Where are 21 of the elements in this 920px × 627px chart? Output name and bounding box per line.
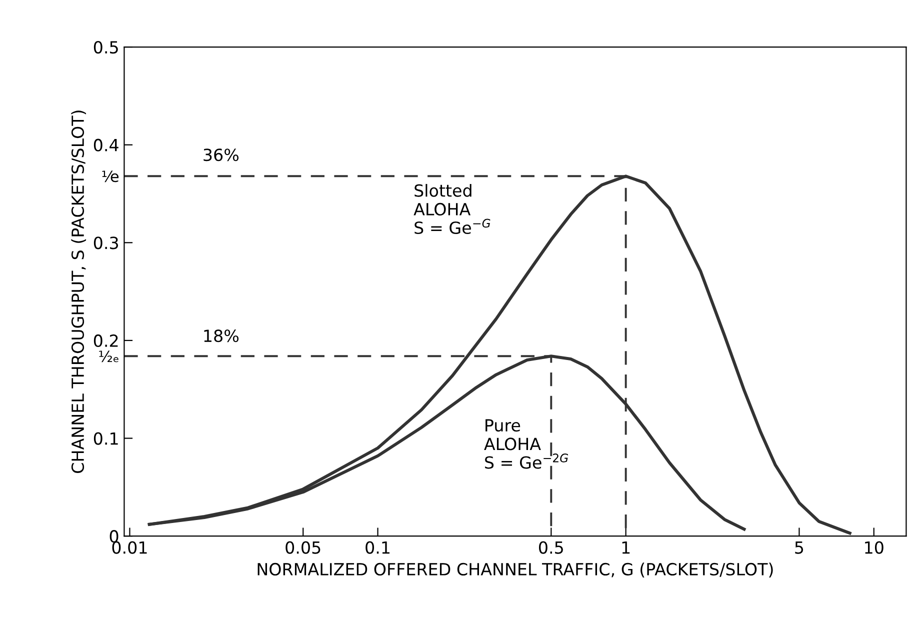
x-tick-label: 5	[795, 541, 804, 554]
y-axis-title: CHANNEL THROUGHPUT, S (PACKETS/SLOT)	[71, 110, 86, 473]
y-tick-label: 0.5	[94, 40, 118, 54]
y-tick-label: 0.1	[94, 432, 118, 445]
annotation: Slotted ALOHA S = Ge$^{−G}$	[414, 184, 490, 234]
x-tick-label: 1	[622, 541, 630, 554]
y-tick-label: 0.3	[94, 236, 118, 250]
annotation: Pure ALOHA S = Ge$^{−2G}$	[484, 419, 568, 469]
x-axis-title: NORMALIZED OFFERED CHANNEL TRAFFIC, G (PACKETS/SLOT)	[258, 562, 773, 578]
y-tick-label: 0.2	[94, 334, 118, 348]
x-tick-label: 0.05	[286, 541, 320, 554]
y-tick-label: ¹⁄₂ₑ	[99, 350, 118, 362]
annotation: 36%	[204, 148, 239, 162]
annotation: 18%	[204, 330, 239, 342]
x-tick-label: 0.1	[366, 541, 390, 554]
y-tick-label: 0	[110, 530, 118, 543]
y-tick-label: ¹⁄e	[102, 170, 119, 182]
x-tick-label: 10	[865, 541, 884, 554]
x-tick-label: 0.5	[539, 541, 563, 554]
x-tick-label: 0.01	[112, 541, 147, 554]
y-tick-label: 0.4	[94, 138, 118, 152]
